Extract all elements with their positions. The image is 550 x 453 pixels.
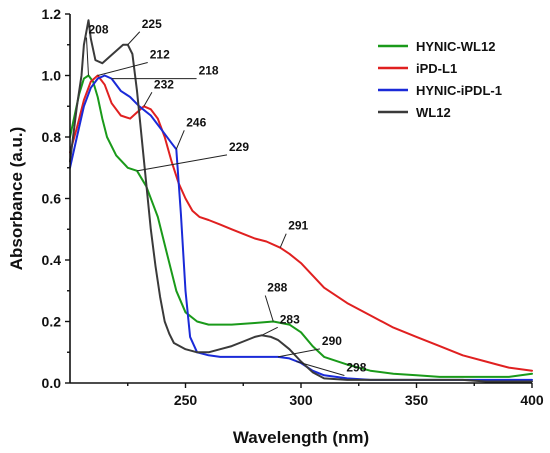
annotation-label: 291 xyxy=(288,219,308,233)
y-tick-label: 0.6 xyxy=(42,191,62,207)
annotation-leader xyxy=(97,62,148,76)
annotation-label: 298 xyxy=(346,360,366,374)
x-tick-label: 300 xyxy=(289,392,313,408)
legend-label: WL12 xyxy=(416,105,451,120)
series-layer xyxy=(69,19,533,383)
annotation-label: 283 xyxy=(280,312,300,326)
annotation-leader xyxy=(264,295,274,322)
legend-label: iPD-L1 xyxy=(416,61,457,76)
x-tick-label: 400 xyxy=(520,392,544,408)
annotation-label: 212 xyxy=(150,48,170,62)
annotation-label: 225 xyxy=(142,17,162,31)
y-axis-title: Absorbance (a.u.) xyxy=(7,127,26,271)
legend-label: HYNIC-iPDL-1 xyxy=(416,83,502,98)
x-axis-title: Wavelength (nm) xyxy=(233,428,369,447)
annotation-leader xyxy=(85,37,89,76)
annotation-leader xyxy=(296,360,345,376)
legend-label: HYNIC-WL12 xyxy=(416,39,495,54)
series-line-wl12 xyxy=(69,19,533,383)
y-tick-label: 0.2 xyxy=(42,314,62,330)
annotation-label: 218 xyxy=(199,64,219,78)
annotation-label: 288 xyxy=(267,281,287,295)
annotation-leader xyxy=(143,92,153,107)
annotation-layer: 208 225 212 218 232 246 229 291 288 283 290 298 xyxy=(85,17,367,376)
annotation-leader xyxy=(175,130,185,150)
annotation-label: 229 xyxy=(229,140,249,154)
annotation-label: 246 xyxy=(186,115,206,129)
series-line-hynic-wl12 xyxy=(69,74,533,378)
annotation-leader xyxy=(136,154,228,172)
x-tick-label: 250 xyxy=(174,392,198,408)
y-tick-label: 0.0 xyxy=(42,375,62,391)
y-tick-label: 0.8 xyxy=(42,129,62,145)
x-tick-label: 350 xyxy=(405,392,429,408)
annotation-leader xyxy=(277,348,320,358)
y-tick-label: 1.2 xyxy=(42,6,62,22)
annotation-label: 232 xyxy=(154,77,174,91)
y-tick-label: 0.4 xyxy=(42,252,62,268)
annotation-leader xyxy=(127,31,141,46)
series-line-ipd-l1 xyxy=(69,74,533,372)
y-tick-label: 1.0 xyxy=(42,68,62,84)
axes-layer: 0.0 0.2 0.4 0.6 0.8 1.0 1.2 250 300 350 400 xyxy=(42,6,544,408)
annotation-label: 208 xyxy=(88,23,108,37)
annotation-leader xyxy=(279,233,287,248)
legend: HYNIC-WL12 iPD-L1 HYNIC-iPDL-1 WL12 xyxy=(378,39,502,120)
annotation-leader xyxy=(261,326,278,336)
annotation-label: 290 xyxy=(322,334,342,348)
